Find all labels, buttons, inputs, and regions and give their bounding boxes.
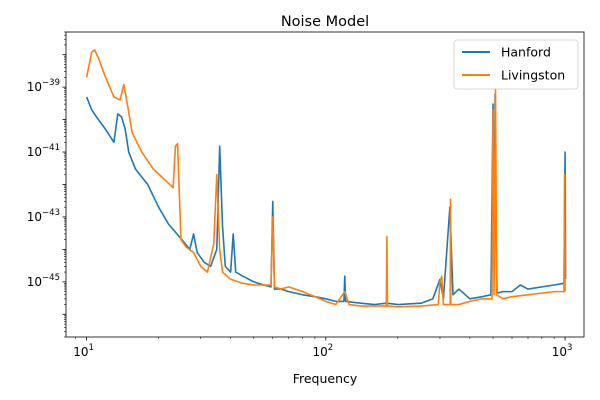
y-tick-label: 10−43	[27, 208, 60, 224]
legend-label-livingston: Livingston	[501, 68, 565, 83]
plot-frame	[65, 31, 585, 338]
chart-title: Noise Model	[281, 14, 369, 30]
x-axis-label: Frequency	[293, 371, 358, 386]
series-line-livingston	[85, 49, 566, 308]
legend-label-hanford: Hanford	[501, 45, 551, 60]
y-axis-ticks: 10−45 10−43 10−41 10−39	[27, 31, 66, 338]
x-tick-label: 102	[312, 343, 333, 359]
x-tick-label: 103	[552, 343, 573, 359]
series-layer	[85, 49, 567, 308]
y-tick-label: 10−41	[27, 143, 60, 159]
x-tick-label: 101	[73, 343, 94, 359]
legend: Hanford Livingston	[453, 39, 579, 90]
y-tick-label: 10−45	[27, 273, 60, 289]
y-tick-label: 10−39	[27, 78, 60, 94]
x-axis-ticks: 101 102 103	[73, 337, 572, 359]
